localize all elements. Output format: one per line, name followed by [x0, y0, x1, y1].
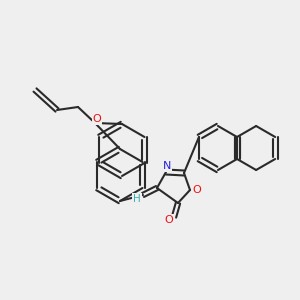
Text: O: O [193, 185, 201, 195]
Text: H: H [133, 194, 141, 204]
Text: O: O [93, 114, 101, 124]
Text: N: N [163, 161, 171, 171]
Text: O: O [165, 215, 173, 225]
